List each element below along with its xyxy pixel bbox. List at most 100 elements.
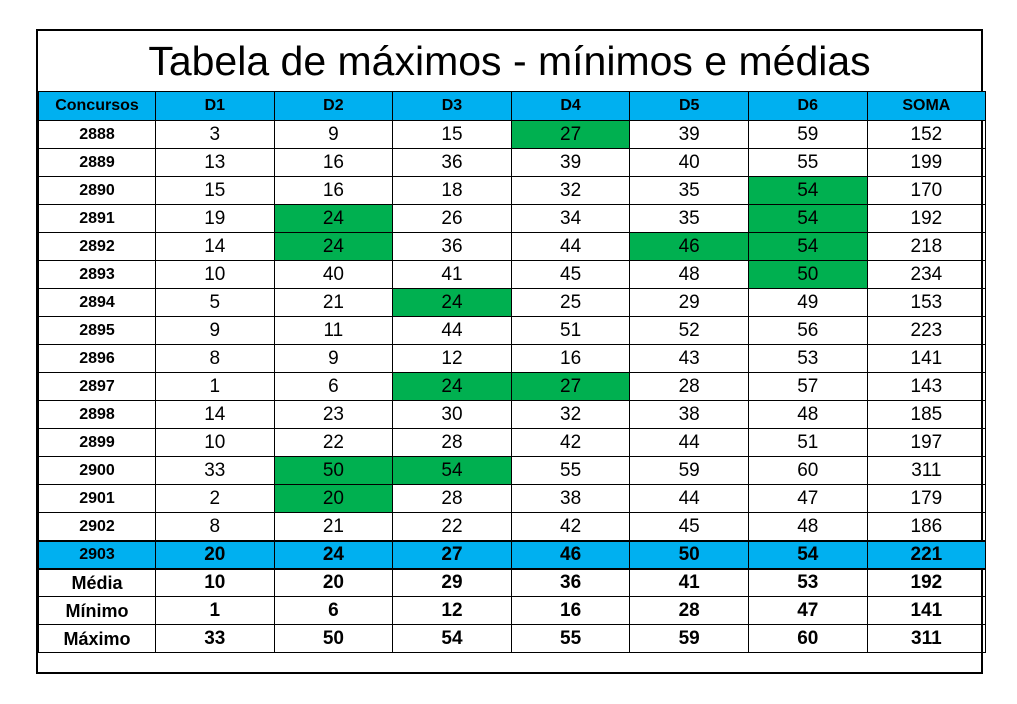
table-cell: 60 [747,624,868,653]
table-cell: 60 [747,456,868,485]
table-cell: 9 [155,316,275,345]
table-cell: 197 [866,428,987,457]
table-cell: 57 [747,372,868,401]
row-label: 2902 [38,512,156,541]
row-label: Máximo [38,624,156,653]
table-cell: 47 [747,484,868,513]
table-cell: 40 [629,148,749,177]
row-label: 2891 [38,204,156,233]
table-cell: 47 [747,596,868,625]
row-label: 2895 [38,316,156,345]
table-row: 2897 1 6 24 27 28 57 143 [38,372,987,401]
table-cell: 5 [155,288,275,317]
table-cell: 20 [273,484,394,513]
stats-row: Média 10 20 29 36 41 53 192 [38,567,987,597]
table-cell: 311 [866,456,987,485]
table-cell: 44 [629,484,749,513]
table-cell: 24 [392,288,512,317]
table-cell: 53 [747,567,868,597]
stats-row: Mínimo 1 6 12 16 28 47 141 [38,596,987,625]
latest-row: 2903 20 24 27 46 50 54 221 [38,539,987,569]
table-row: 2888 3 9 15 27 39 59 152 [38,120,987,149]
table-cell: 179 [866,484,987,513]
table-row: 2892 14 24 36 44 46 54 218 [38,232,987,261]
table-cell: 192 [866,567,987,597]
table-cell: 18 [392,176,512,205]
table-cell: 54 [392,456,512,485]
table-cell: 13 [155,148,275,177]
table-cell: 21 [273,512,394,541]
table-cell: 27 [392,539,512,569]
table-cell: 45 [510,260,631,289]
table-cell: 40 [273,260,394,289]
row-label: 2899 [38,428,156,457]
table-cell: 16 [273,176,394,205]
table-frame: Tabela de máximos - mínimos e médias Con… [36,29,987,674]
table-row: 2895 9 11 44 51 52 56 223 [38,316,987,345]
column-header: D4 [510,91,631,121]
table-cell: 42 [510,512,631,541]
row-label: 2896 [38,344,156,373]
table-cell: 27 [510,120,631,149]
table-cell: 33 [155,624,275,653]
table-cell: 59 [629,624,749,653]
table-cell: 6 [273,372,394,401]
column-header: D6 [747,91,868,121]
table-cell: 29 [392,567,512,597]
column-header: D3 [392,91,512,121]
table-cell: 44 [510,232,631,261]
table-cell: 36 [392,232,512,261]
row-label: 2898 [38,400,156,429]
table-cell: 10 [155,260,275,289]
column-header: D2 [273,91,394,121]
table-cell: 45 [629,512,749,541]
table-cell: 38 [510,484,631,513]
table-cell: 28 [392,484,512,513]
table-cell: 20 [273,567,394,597]
table-cell: 218 [866,232,987,261]
table-cell: 51 [510,316,631,345]
table-cell: 55 [510,624,631,653]
row-label: Mínimo [38,596,156,625]
table-row: 2898 14 23 30 32 38 48 185 [38,400,987,429]
table-cell: 33 [155,456,275,485]
row-label: 2897 [38,372,156,401]
table-cell: 54 [747,204,868,233]
table-cell: 9 [273,344,394,373]
table-cell: 29 [629,288,749,317]
table-cell: 170 [866,176,987,205]
table-cell: 192 [866,204,987,233]
column-header: Concursos [38,91,156,121]
table-cell: 44 [392,316,512,345]
table-cell: 39 [510,148,631,177]
table-cell: 32 [510,400,631,429]
table-cell: 24 [273,539,394,569]
table-cell: 35 [629,176,749,205]
table-cell: 46 [510,539,631,569]
stats-table: Concursos D1 D2 D3 D4 D5 D6 SOMA 2888 3 9 1… [38,91,987,653]
table-row: 2900 33 50 54 55 59 60 311 [38,456,987,485]
table-cell: 25 [510,288,631,317]
table-cell: 14 [155,232,275,261]
table-cell: 44 [629,428,749,457]
row-label: 2892 [38,232,156,261]
table-row: 2893 10 40 41 45 48 50 234 [38,260,987,289]
table-row: 2891 19 24 26 34 35 54 192 [38,204,987,233]
table-cell: 152 [866,120,987,149]
table-cell: 48 [747,512,868,541]
table-cell: 27 [510,372,631,401]
row-label: 2894 [38,288,156,317]
table-cell: 23 [273,400,394,429]
table-row: 2896 8 9 12 16 43 53 141 [38,344,987,373]
table-cell: 22 [273,428,394,457]
table-cell: 24 [273,204,394,233]
table-cell: 11 [273,316,394,345]
table-cell: 59 [747,120,868,149]
table-cell: 46 [629,232,749,261]
table-cell: 35 [629,204,749,233]
table-cell: 56 [747,316,868,345]
table-cell: 16 [273,148,394,177]
table-cell: 50 [629,539,749,569]
table-cell: 28 [629,596,749,625]
table-row: 2901 2 20 28 38 44 47 179 [38,484,987,513]
